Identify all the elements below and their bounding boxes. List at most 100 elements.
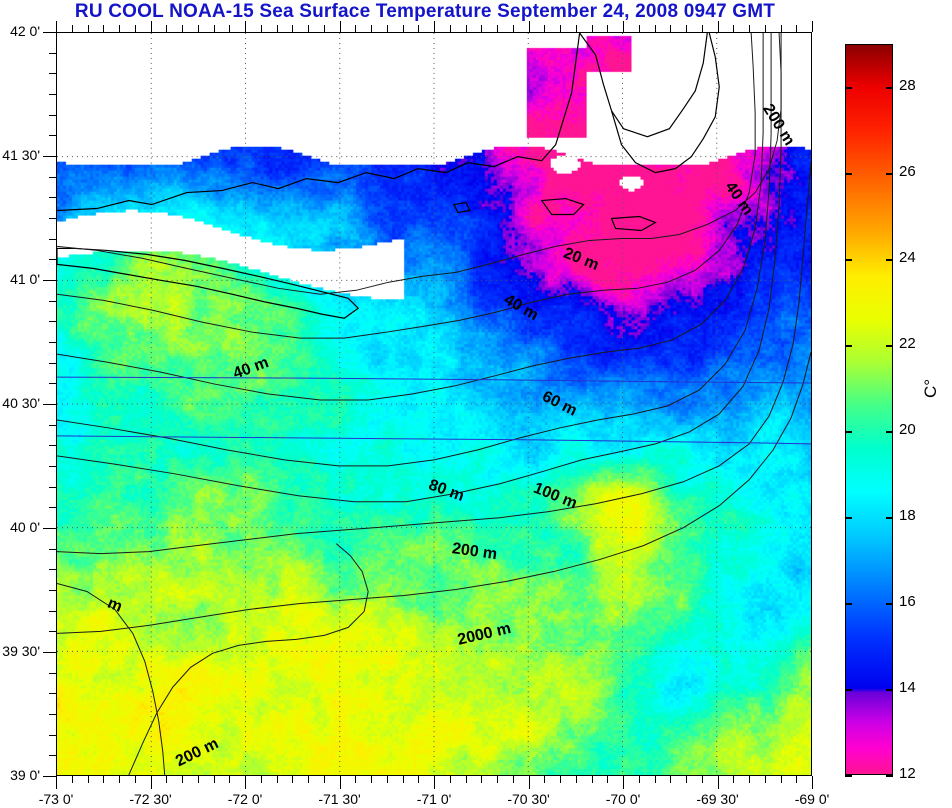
x-tick-minor-top xyxy=(481,25,483,32)
x-tick-major-top xyxy=(339,21,341,32)
colorbar-gradient xyxy=(846,45,892,774)
y-tick-major xyxy=(43,156,56,157)
colorbar-tick-label: 12 xyxy=(899,765,916,782)
x-tick-minor-top xyxy=(780,25,782,32)
contour-60m xyxy=(57,33,764,401)
x-tick-minor xyxy=(686,776,687,783)
x-tick-minor xyxy=(701,776,703,783)
y-tick-minor xyxy=(49,94,56,95)
x-tick-label: -69 0' xyxy=(794,791,830,807)
x-tick-minor xyxy=(213,776,215,783)
x-tick-minor-top xyxy=(686,25,687,32)
colorbar-tick xyxy=(845,689,852,691)
colorbar-tick xyxy=(886,173,893,175)
contour-40m xyxy=(57,33,756,339)
x-tick-minor-top xyxy=(182,25,183,32)
colorbar-tick-label: 26 xyxy=(899,163,916,180)
coastline-mainland xyxy=(57,33,581,212)
x-tick-minor xyxy=(449,776,451,783)
colorbar-tick xyxy=(845,173,852,175)
colorbar-tick-label: 16 xyxy=(899,593,916,610)
colorbar-tick xyxy=(886,259,893,261)
x-tick-minor xyxy=(260,776,262,783)
y-tick-minor xyxy=(49,362,56,364)
y-tick-minor xyxy=(49,342,56,343)
transect-line-south xyxy=(57,435,811,445)
colorbar-tick-label: 22 xyxy=(899,335,916,352)
y-tick-minor xyxy=(49,135,56,137)
colorbar-tick xyxy=(845,87,852,89)
y-tick-label: 41 30' xyxy=(2,147,40,163)
x-tick-minor xyxy=(308,776,309,783)
x-tick-minor-top xyxy=(449,25,451,32)
y-tick-minor xyxy=(49,672,56,674)
colorbar-tick xyxy=(845,603,852,605)
x-tick-minor-top xyxy=(701,25,703,32)
y-tick-minor xyxy=(49,445,56,447)
y-tick-major xyxy=(43,280,56,281)
x-tick-minor xyxy=(134,776,136,783)
x-tick-major xyxy=(434,776,435,789)
x-tick-label: -71 0' xyxy=(416,791,452,807)
y-tick-minor xyxy=(49,548,56,550)
colorbar-tick xyxy=(886,603,893,605)
x-tick-minor-top xyxy=(465,25,467,32)
y-tick-major xyxy=(43,404,56,405)
y-tick-minor xyxy=(49,424,56,426)
colorbar-tick-label: 18 xyxy=(899,507,916,524)
x-tick-major xyxy=(339,776,341,789)
x-tick-minor-top xyxy=(638,25,640,32)
coastline-cape-cod xyxy=(610,33,720,174)
x-tick-minor-top xyxy=(166,25,168,32)
x-tick-label: -70 30' xyxy=(507,791,550,807)
contour-80m xyxy=(57,33,772,467)
x-tick-label: -70 0' xyxy=(605,791,641,807)
x-tick-minor xyxy=(465,776,467,783)
transect-line-north xyxy=(57,376,811,384)
x-tick-minor-top xyxy=(292,25,294,32)
coastline-block-island xyxy=(453,201,471,214)
y-tick-minor xyxy=(49,321,56,323)
x-tick-minor-top xyxy=(418,25,420,32)
x-tick-minor xyxy=(71,776,73,783)
x-tick-minor xyxy=(638,776,640,783)
x-tick-minor-top xyxy=(355,25,357,32)
x-tick-minor-top xyxy=(733,25,735,32)
y-tick-minor xyxy=(49,590,56,591)
x-tick-minor xyxy=(654,776,656,783)
x-tick-label: -72 0' xyxy=(227,791,263,807)
x-tick-major xyxy=(717,776,719,789)
y-tick-minor xyxy=(49,734,56,736)
x-tick-minor-top xyxy=(654,25,656,32)
x-tick-minor xyxy=(560,776,561,783)
y-tick-minor xyxy=(49,714,56,715)
x-tick-minor xyxy=(182,776,183,783)
x-tick-minor-top xyxy=(229,25,231,32)
x-tick-minor xyxy=(749,776,750,783)
y-tick-minor xyxy=(49,466,56,467)
x-tick-minor-top xyxy=(197,25,199,32)
x-tick-minor-top xyxy=(71,25,73,32)
x-tick-major xyxy=(623,776,624,789)
y-tick-minor xyxy=(49,73,56,75)
y-tick-label: 41 0' xyxy=(10,271,40,287)
x-tick-minor xyxy=(544,776,546,783)
colorbar-tick xyxy=(886,87,893,89)
x-tick-label: -73 0' xyxy=(38,791,74,807)
x-tick-minor xyxy=(355,776,357,783)
y-tick-minor xyxy=(49,610,56,612)
y-tick-minor xyxy=(49,755,56,757)
x-tick-minor xyxy=(323,776,325,783)
sst-map-plot xyxy=(56,32,812,776)
x-tick-major-top xyxy=(623,21,624,32)
y-tick-major xyxy=(43,32,56,33)
x-tick-minor xyxy=(197,776,199,783)
contour-200m-lower xyxy=(128,543,369,775)
x-tick-minor-top xyxy=(575,25,577,32)
x-tick-major xyxy=(812,776,813,789)
colorbar-tick xyxy=(845,517,852,519)
x-tick-minor-top xyxy=(213,25,215,32)
page-title: RU COOL NOAA-15 Sea Surface Temperature … xyxy=(74,1,776,22)
x-tick-major xyxy=(528,776,530,789)
x-tick-minor-top xyxy=(103,25,105,32)
